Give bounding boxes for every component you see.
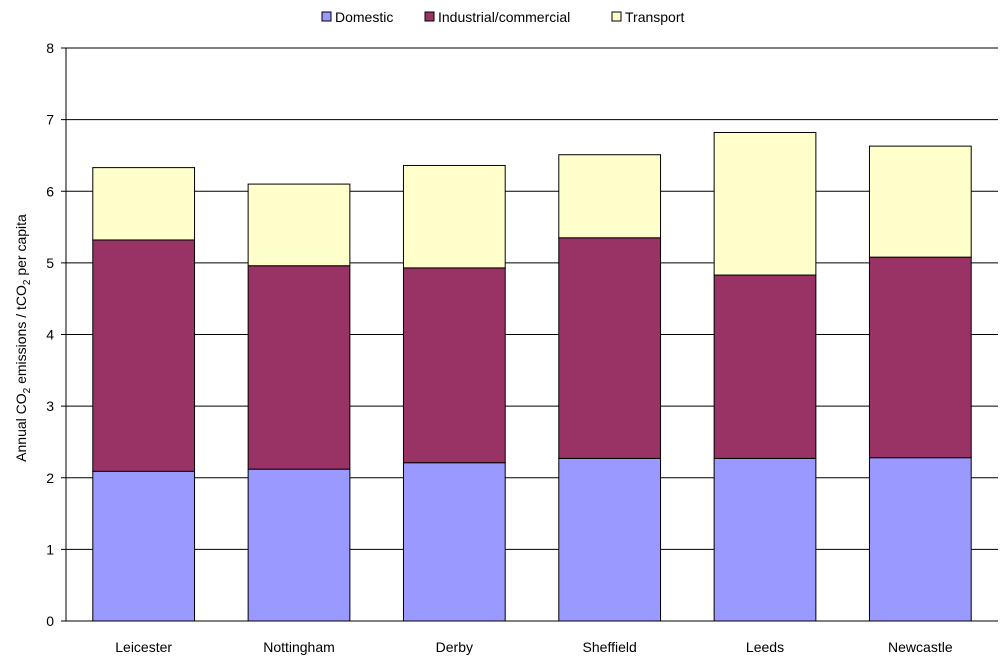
legend-swatch xyxy=(611,11,622,22)
y-tick-label: 2 xyxy=(46,470,54,486)
bar-domestic-sheffield xyxy=(558,457,662,622)
bars xyxy=(92,132,972,622)
bar-transport-leeds xyxy=(713,132,817,276)
y-tick-label: 6 xyxy=(46,183,54,199)
y-tick-label: 0 xyxy=(46,613,54,629)
x-tick-label: Sheffield xyxy=(583,639,637,655)
x-tick-label: Nottingham xyxy=(263,639,335,655)
bar-domestic-nottingham xyxy=(247,468,351,622)
y-tick-label: 8 xyxy=(46,40,54,56)
legend-swatch xyxy=(424,11,435,22)
y-tick-label: 1 xyxy=(46,541,54,557)
bar-transport-derby xyxy=(402,164,506,269)
bar-domestic-leeds xyxy=(713,457,817,622)
x-tick-label: Leicester xyxy=(115,639,172,655)
y-tick-labels: 0 1 2 3 4 5 6 7 8 xyxy=(46,40,54,629)
bar-domestic-derby xyxy=(402,462,506,622)
legend: Domestic Industrial/commercial Transport xyxy=(321,9,685,25)
bar-transport-newcastle xyxy=(868,145,972,258)
y-axis-label: Annual CO2 emissions / tCO2 per capita xyxy=(13,214,33,462)
bar-domestic-leicester xyxy=(92,470,196,622)
bar-industrial-commercial-derby xyxy=(402,267,506,464)
y-tick-label: 3 xyxy=(46,398,54,414)
x-tick-label: Leeds xyxy=(746,639,784,655)
bar-industrial-commercial-leeds xyxy=(713,274,817,459)
bar-domestic-newcastle xyxy=(868,457,972,622)
bar-industrial-commercial-nottingham xyxy=(247,265,351,470)
legend-label: Industrial/commercial xyxy=(438,9,570,25)
bar-transport-nottingham xyxy=(247,183,351,267)
legend-label: Transport xyxy=(625,9,685,25)
y-tick-label: 4 xyxy=(46,327,54,343)
bar-industrial-commercial-sheffield xyxy=(558,237,662,459)
bar-industrial-commercial-newcastle xyxy=(868,256,972,459)
legend-swatch xyxy=(321,11,332,22)
x-tick-label: Newcastle xyxy=(888,639,953,655)
y-tick-label: 7 xyxy=(46,112,54,128)
gridlines xyxy=(61,47,998,622)
y-tick-label: 5 xyxy=(46,255,54,271)
x-tick-labels: Leicester Nottingham Derby Sheffield Leeds Ne… xyxy=(115,639,953,655)
bar-industrial-commercial-leicester xyxy=(92,239,196,472)
x-tick-label: Derby xyxy=(436,639,473,655)
axes xyxy=(65,48,998,622)
legend-label: Domestic xyxy=(335,9,393,25)
bar-transport-leicester xyxy=(92,167,196,241)
bar-transport-sheffield xyxy=(558,154,662,239)
